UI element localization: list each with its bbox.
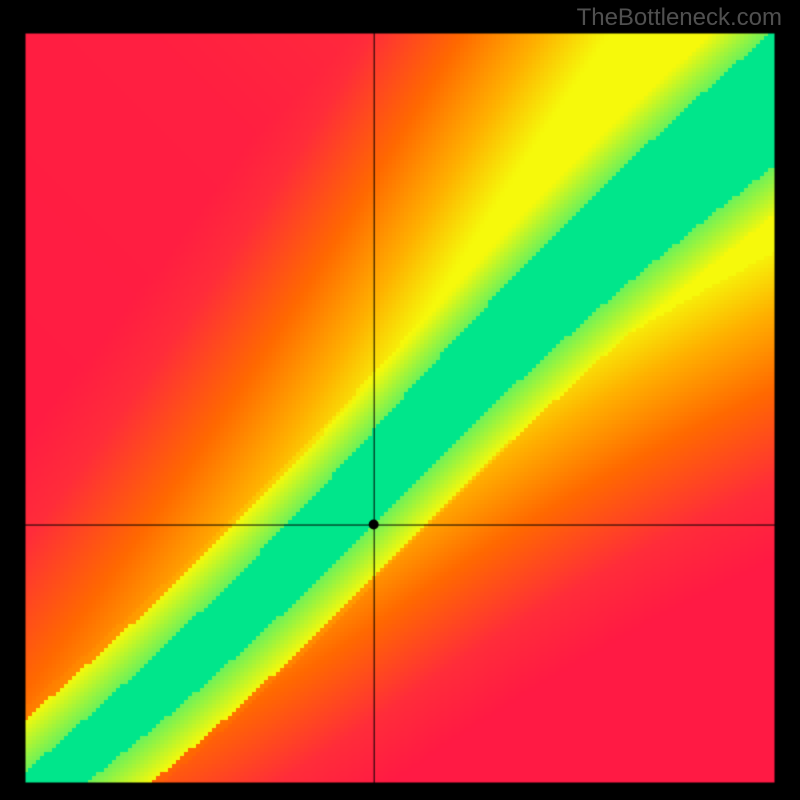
bottleneck-heatmap <box>0 0 800 800</box>
chart-container: TheBottleneck.com <box>0 0 800 800</box>
watermark-text: TheBottleneck.com <box>577 4 782 32</box>
